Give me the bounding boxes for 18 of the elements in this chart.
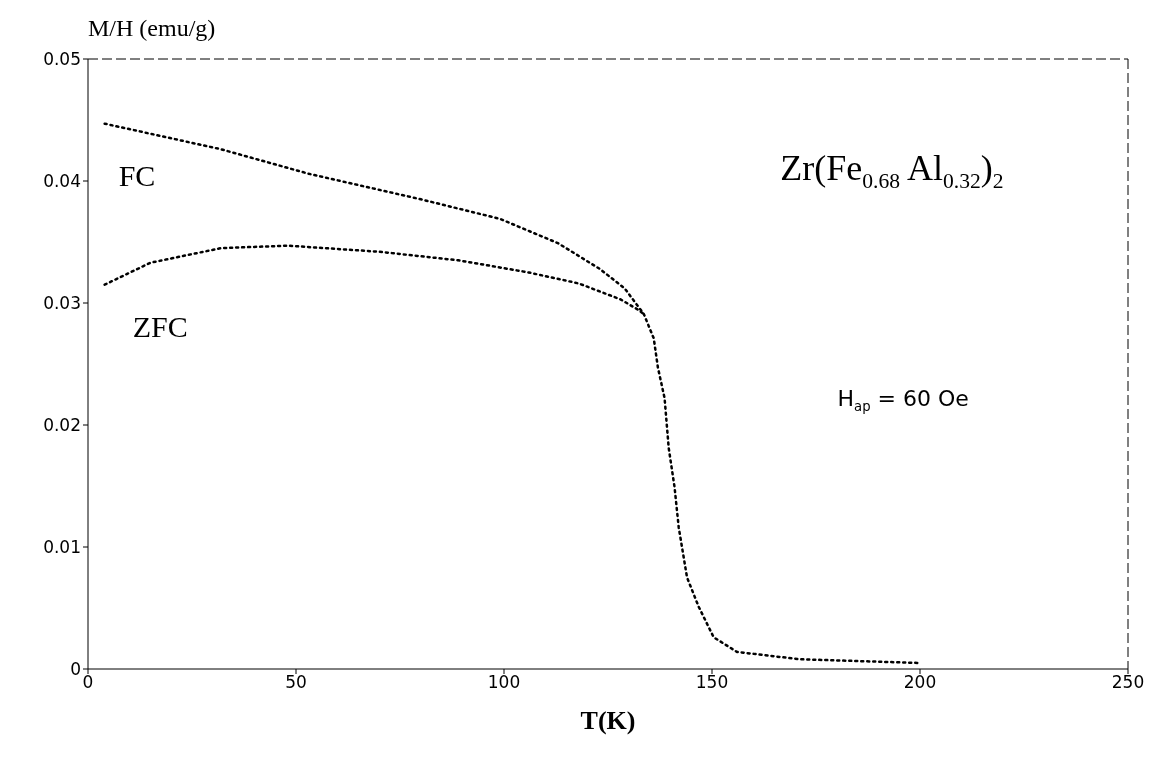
- y-tick-label: 0.03: [43, 293, 81, 314]
- series-label: FC: [118, 158, 156, 192]
- annotation: Zr(Fe$_{0.68}$ Al$_{0.32}$)$_{2}$: [780, 148, 1004, 193]
- y-axis-title: M/H (emu/g): [88, 15, 216, 41]
- x-tick-label: 150: [695, 672, 729, 693]
- series-label: ZFC: [132, 309, 188, 343]
- x-axis-title: T(K): [580, 706, 636, 735]
- x-tick-label: 50: [285, 672, 307, 693]
- y-tick-label: 0.04: [43, 171, 81, 192]
- x-tick-label: 200: [903, 672, 937, 693]
- y-tick-label: 0: [70, 659, 81, 680]
- x-tick-label: 100: [487, 672, 521, 693]
- x-tick-label: 250: [1111, 672, 1145, 693]
- y-tick-label: 0.05: [43, 49, 81, 70]
- annotation: H$_{ap}$ = 60 Oe: [837, 386, 969, 414]
- x-tick-label: 0: [82, 672, 94, 693]
- y-tick-label: 0.02: [43, 415, 81, 436]
- y-tick-label: 0.01: [43, 537, 81, 558]
